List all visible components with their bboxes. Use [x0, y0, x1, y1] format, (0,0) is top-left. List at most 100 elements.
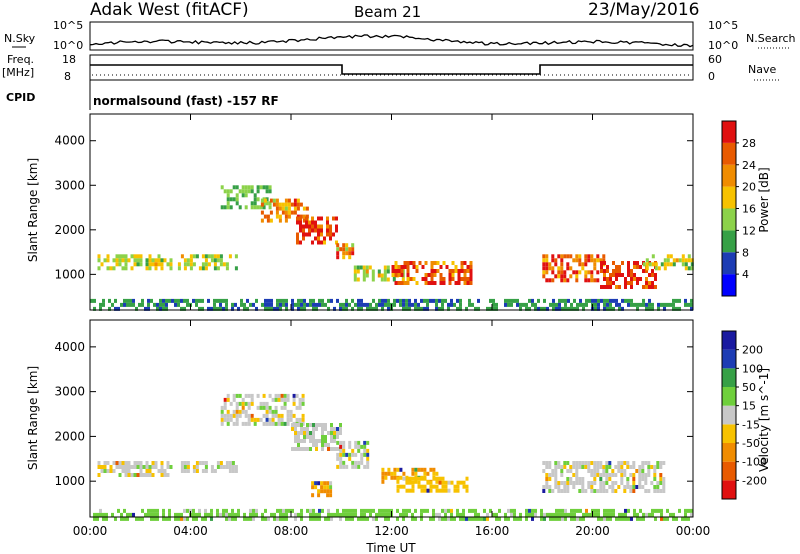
heatmap-cell [447, 480, 451, 485]
heatmap-cell [620, 469, 624, 473]
heatmap-cell [618, 273, 621, 277]
heatmap-cell [396, 467, 400, 472]
heatmap-cell [642, 262, 646, 267]
heatmap-cell [400, 269, 404, 273]
heatmap-cell [489, 508, 492, 513]
heatmap-cell [103, 469, 107, 473]
heatmap-cell [630, 277, 633, 281]
heatmap-cell [103, 465, 107, 469]
heatmap-cell [426, 488, 430, 493]
heatmap-cell [309, 516, 312, 521]
heatmap-cell [611, 481, 615, 485]
heatmap-cell [435, 488, 439, 493]
heatmap-cell [648, 273, 651, 277]
heatmap-cell [597, 306, 600, 311]
heatmap-cell [597, 508, 600, 513]
heatmap-cell [293, 206, 297, 211]
heatmap-cell [259, 205, 263, 210]
heatmap-cell [684, 512, 687, 517]
heatmap-cell [186, 516, 189, 521]
heatmap-cell [457, 281, 461, 285]
heatmap-cell [360, 298, 363, 303]
heatmap-cell [226, 413, 230, 418]
heatmap-cell [648, 298, 651, 303]
heatmap-cell [543, 298, 546, 303]
heatmap-cell [148, 465, 152, 469]
heatmap-cell [564, 306, 567, 311]
heatmap-cell [252, 508, 255, 513]
heatmap-cell [329, 493, 333, 498]
heatmap-cell [220, 405, 224, 410]
heatmap-cell [621, 512, 624, 517]
heatmap-cell [411, 302, 414, 307]
heatmap-cell [684, 302, 687, 307]
heatmap-cell [534, 508, 537, 513]
heatmap-cell [195, 469, 199, 473]
heatmap-cell [238, 393, 242, 398]
heatmap-cell [603, 302, 606, 307]
heatmap-cell [320, 224, 323, 229]
heatmap-cell [430, 277, 434, 281]
heatmap-cell [357, 440, 361, 445]
heatmap-cell [639, 516, 642, 521]
heatmap-cell [450, 516, 453, 521]
heatmap-cell [432, 298, 435, 303]
heatmap-cell [384, 516, 387, 521]
heatmap-cell [142, 465, 146, 469]
heatmap-cell [627, 508, 630, 513]
heatmap-cell [165, 298, 168, 303]
heatmap-cell [326, 489, 330, 494]
heatmap-cell [301, 393, 305, 398]
heatmap-cell [162, 508, 165, 513]
heatmap-cell [198, 508, 201, 513]
heatmap-cell [429, 480, 433, 485]
colorbar-tick-label: 4 [742, 268, 749, 281]
heatmap-cell [469, 273, 473, 277]
heatmap-cell [351, 247, 355, 252]
heatmap-cell [363, 448, 367, 453]
heatmap-cell [345, 243, 349, 248]
heatmap-cell [326, 485, 330, 490]
heatmap-cell [662, 485, 666, 489]
heatmap-cell [602, 481, 606, 485]
heatmap-cell [411, 467, 415, 472]
heatmap-cell [298, 417, 302, 422]
heatmap-cell [636, 512, 639, 517]
heatmap-cell [644, 461, 648, 465]
heatmap-cell [408, 476, 412, 481]
heatmap-cell [231, 302, 234, 307]
heatmap-cell [545, 254, 549, 259]
heatmap-cell [647, 461, 651, 465]
heatmap-cell [465, 476, 469, 481]
heatmap-cell [333, 447, 336, 451]
heatmap-cell [109, 266, 113, 271]
heatmap-cell [402, 302, 405, 307]
heatmap-cell [596, 469, 600, 473]
heatmap-cell [366, 516, 369, 521]
nsky-trace [89, 34, 694, 48]
heatmap-cell [320, 481, 324, 486]
heatmap-cell [275, 214, 279, 219]
heatmap-cell [282, 298, 285, 303]
heatmap-cell [109, 465, 113, 469]
heatmap-cell [435, 479, 439, 484]
heatmap-cell [603, 512, 606, 517]
heatmap-cell [432, 512, 435, 517]
heatmap-cell [678, 298, 681, 303]
heatmap-cell [204, 254, 208, 259]
heatmap-cell [548, 485, 552, 489]
heatmap-cell [369, 508, 372, 513]
velocity-heatmap [93, 393, 693, 521]
heatmap-cell [469, 261, 473, 265]
heatmap-cell [599, 258, 603, 263]
heatmap-cell [299, 202, 303, 207]
heatmap-cell [690, 508, 693, 513]
heatmap-cell [596, 465, 600, 469]
heatmap-cell [290, 210, 294, 215]
heatmap-cell [318, 423, 321, 427]
heatmap-cell [295, 393, 299, 398]
heatmap-cell [579, 302, 582, 307]
heatmap-cell [154, 258, 158, 263]
heatmap-cell [100, 469, 104, 473]
heatmap-cell [314, 481, 318, 486]
